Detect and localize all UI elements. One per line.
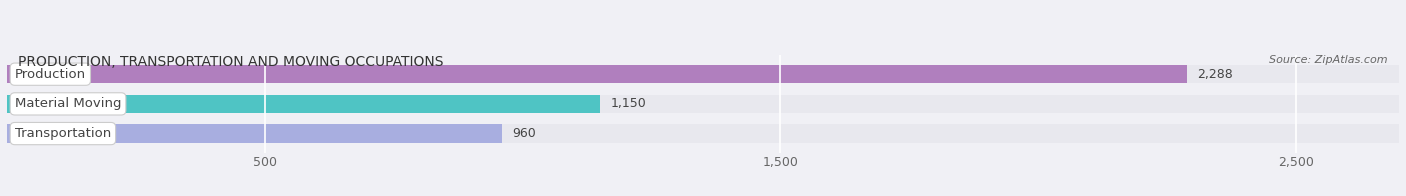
Text: PRODUCTION, TRANSPORTATION AND MOVING OCCUPATIONS: PRODUCTION, TRANSPORTATION AND MOVING OC… bbox=[18, 55, 444, 69]
Bar bbox=[7, 95, 600, 113]
Bar bbox=[7, 124, 502, 143]
Bar bbox=[7, 65, 1187, 83]
Text: 1,150: 1,150 bbox=[610, 97, 645, 110]
Text: 960: 960 bbox=[512, 127, 536, 140]
Bar bbox=[7, 124, 1399, 143]
Text: Transportation: Transportation bbox=[14, 127, 111, 140]
Bar bbox=[7, 95, 1399, 113]
Bar bbox=[7, 65, 1399, 83]
Text: Production: Production bbox=[14, 68, 86, 81]
Text: Source: ZipAtlas.com: Source: ZipAtlas.com bbox=[1270, 55, 1388, 65]
Text: 2,288: 2,288 bbox=[1197, 68, 1233, 81]
Text: Material Moving: Material Moving bbox=[14, 97, 121, 110]
